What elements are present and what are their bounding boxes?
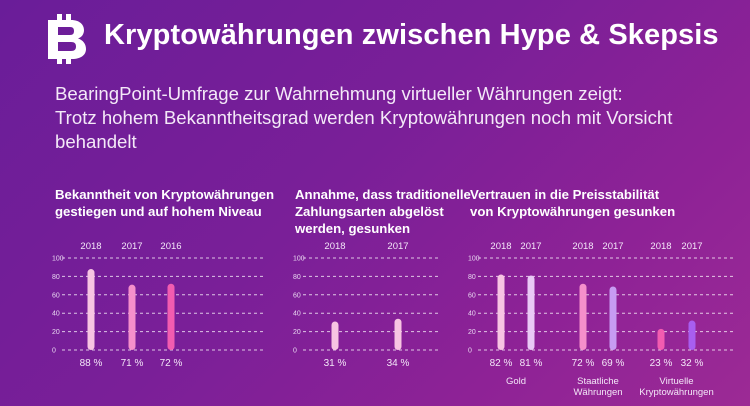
chart-2-tick-label: 20	[293, 329, 301, 336]
page-title: Kryptowährungen zwischen Hype & Skepsis	[104, 19, 719, 51]
chart-3-value-label: 81 %	[520, 358, 543, 369]
chart-1-value-label: 72 %	[160, 358, 183, 369]
chart-2-tick-label: 0	[293, 348, 297, 355]
chart-2-bar	[331, 321, 339, 350]
chart-3-value-label: 72 %	[572, 358, 595, 369]
chart-2-tick-label: 40	[293, 311, 301, 318]
chart-1-title: Bekanntheit von Kryptowährungen gestiege…	[55, 187, 275, 219]
chart-3-bar	[579, 283, 587, 350]
chart-1-category-label: 2016	[160, 241, 181, 252]
chart-3-title: Vertrauen in die Preisstabilität von Kry…	[470, 187, 676, 219]
chart-3-series-label: 2017	[602, 241, 623, 252]
chart-3-bar	[497, 274, 505, 350]
chart-3-bar	[688, 320, 696, 350]
chart-1-tick-label: 60	[52, 292, 60, 299]
subtitle-line: BearingPoint-Umfrage zur Wahrnehmung vir…	[55, 83, 623, 104]
chart-3-value-label: 32 %	[681, 358, 704, 369]
chart-1-category-label: 2017	[121, 241, 142, 252]
chart-1-tick-label: 0	[52, 348, 56, 355]
chart-2-category-label: 2018	[324, 241, 345, 252]
chart-1-bar	[87, 269, 95, 350]
chart-1-category-label: 2018	[80, 241, 101, 252]
chart-1-tick-label: 20	[52, 329, 60, 336]
chart-1-bar	[128, 284, 136, 350]
chart-3-series-label: 2017	[520, 241, 541, 252]
chart-3-value-label: 82 %	[490, 358, 513, 369]
chart-2-tick-label: 80	[293, 274, 301, 281]
chart-2-category-label: 2017	[387, 241, 408, 252]
chart-1-value-label: 71 %	[121, 358, 144, 369]
chart-2-value-label: 34 %	[387, 358, 410, 369]
chart-3-value-label: 69 %	[602, 358, 625, 369]
chart-1-tick-label: 80	[52, 274, 60, 281]
chart-1-tick-label: 40	[52, 311, 60, 318]
chart-3-category-label: Währungen	[573, 387, 622, 398]
chart-3-tick-label: 20	[468, 329, 476, 336]
chart-3-tick-label: 100	[468, 256, 480, 263]
chart-3-series-label: 2018	[490, 241, 511, 252]
bitcoin-icon	[48, 14, 86, 64]
chart-2-tick-label: 100	[293, 256, 305, 263]
chart-3-category-label: Gold	[506, 376, 526, 387]
chart-3-tick-label: 80	[468, 274, 476, 281]
chart-3-category-label: Kryptowährungen	[639, 387, 713, 398]
chart-2-bar	[394, 318, 402, 350]
chart-3-category-label: Virtuelle	[659, 376, 693, 387]
chart-2-tick-label: 60	[293, 292, 301, 299]
chart-3-bar	[657, 328, 665, 350]
chart-1-bar	[167, 283, 175, 350]
page-subtitle: BearingPoint-Umfrage zur Wahrnehmung vir…	[55, 82, 715, 154]
chart-3-category-label: Staatliche	[577, 376, 619, 387]
chart-3-series-label: 2018	[650, 241, 671, 252]
chart-1-tick-label: 100	[52, 256, 64, 263]
chart-3-value-label: 23 %	[650, 358, 673, 369]
chart-3-tick-label: 40	[468, 311, 476, 318]
chart-3-bar	[527, 275, 535, 350]
chart-3-tick-label: 60	[468, 292, 476, 299]
chart-3-bar	[609, 286, 617, 350]
chart-3-series-label: 2018	[572, 241, 593, 252]
chart-3-series-label: 2017	[681, 241, 702, 252]
chart-2-title: Annahme, dass traditionelle Zahlungsarte…	[295, 187, 471, 236]
subtitle-line: Trotz hohem Bekanntheitsgrad werden Kryp…	[55, 107, 673, 128]
chart-1-value-label: 88 %	[80, 358, 103, 369]
chart-2-value-label: 31 %	[324, 358, 347, 369]
subtitle-line: behandelt	[55, 131, 137, 152]
chart-3-tick-label: 0	[468, 348, 472, 355]
